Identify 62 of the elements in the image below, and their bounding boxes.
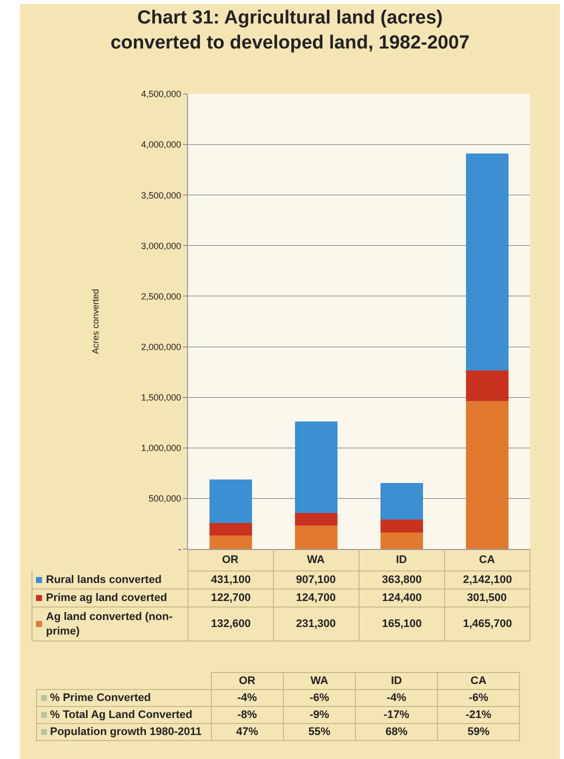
y-tick-label: 4,000,000 bbox=[141, 140, 182, 150]
data-label: 132,600 bbox=[211, 618, 251, 630]
y-tick-label: 3,000,000 bbox=[141, 240, 182, 251]
data-label: -6% bbox=[283, 690, 356, 706]
data-label: -6% bbox=[437, 690, 520, 706]
x-tick-label: OR bbox=[222, 554, 239, 566]
bar bbox=[209, 536, 252, 549]
bar bbox=[294, 513, 338, 526]
y-tick-label: 4,500,000 bbox=[141, 89, 182, 100]
bar bbox=[209, 480, 252, 524]
y-tick-label: - bbox=[178, 544, 182, 554]
legend-label: Rural lands converted bbox=[46, 574, 162, 586]
data-label: -4% bbox=[355, 690, 438, 706]
bar bbox=[380, 532, 424, 549]
legend-label: % Total Ag Land Converted bbox=[36, 706, 211, 724]
bar bbox=[294, 421, 338, 513]
x-tick-label: WA bbox=[307, 554, 325, 566]
data-label: 165,100 bbox=[382, 618, 422, 630]
y-tick-label: 3,500,000 bbox=[141, 190, 182, 200]
category-label: ID bbox=[355, 672, 438, 690]
data-label: 301,500 bbox=[467, 592, 507, 604]
data-label: 363,800 bbox=[382, 574, 422, 586]
legend-label: % Prime Converted bbox=[36, 690, 211, 706]
x-tick-label: CA bbox=[479, 554, 495, 566]
data-label: 431,100 bbox=[211, 574, 251, 586]
chart-title: Chart 31: Agricultural land (acres) converted to developed land, 1982-2007 bbox=[110, 8, 470, 54]
data-label: 68% bbox=[355, 724, 438, 740]
data-label: -4% bbox=[211, 690, 284, 706]
y-tick-label: 500,000 bbox=[148, 494, 182, 504]
x-tick-label: ID bbox=[396, 554, 408, 566]
data-label: 907,100 bbox=[296, 574, 336, 586]
data-label: 124,400 bbox=[382, 592, 422, 604]
data-label: 124,700 bbox=[296, 592, 336, 604]
y-tick-label: 1,000,000 bbox=[141, 443, 182, 454]
bar bbox=[380, 520, 424, 532]
data-label: -8% bbox=[211, 706, 284, 724]
data-label: 47% bbox=[211, 724, 284, 740]
bar bbox=[380, 482, 424, 520]
data-label: -9% bbox=[283, 706, 356, 724]
legend-label: Population growth 1980-2011 bbox=[36, 724, 211, 740]
y-axis-title: Acres converted bbox=[90, 288, 101, 354]
legend-label: Prime ag land coverted bbox=[46, 592, 168, 604]
legend-label: Ag land converted (non-prime) bbox=[46, 611, 173, 638]
bar bbox=[466, 370, 509, 401]
category-label: CA bbox=[437, 672, 520, 690]
category-label: WA bbox=[283, 672, 356, 690]
data-label: -21% bbox=[437, 706, 520, 724]
bar bbox=[209, 523, 252, 536]
category-label: OR bbox=[211, 672, 284, 690]
data-label: 2,142,100 bbox=[463, 574, 512, 586]
data-label: 231,300 bbox=[296, 618, 336, 630]
bar bbox=[466, 154, 509, 370]
data-label: 59% bbox=[437, 724, 520, 740]
y-tick-label: 1,500,000 bbox=[141, 392, 182, 402]
data-label: -17% bbox=[355, 706, 438, 724]
bar bbox=[294, 526, 338, 549]
y-tick-label: 2,000,000 bbox=[141, 342, 182, 352]
data-label: 55% bbox=[283, 724, 356, 740]
data-label: 122,700 bbox=[211, 592, 251, 604]
bar bbox=[466, 400, 509, 549]
data-label: 1,465,700 bbox=[463, 618, 512, 630]
y-tick-label: 2,500,000 bbox=[141, 291, 182, 302]
